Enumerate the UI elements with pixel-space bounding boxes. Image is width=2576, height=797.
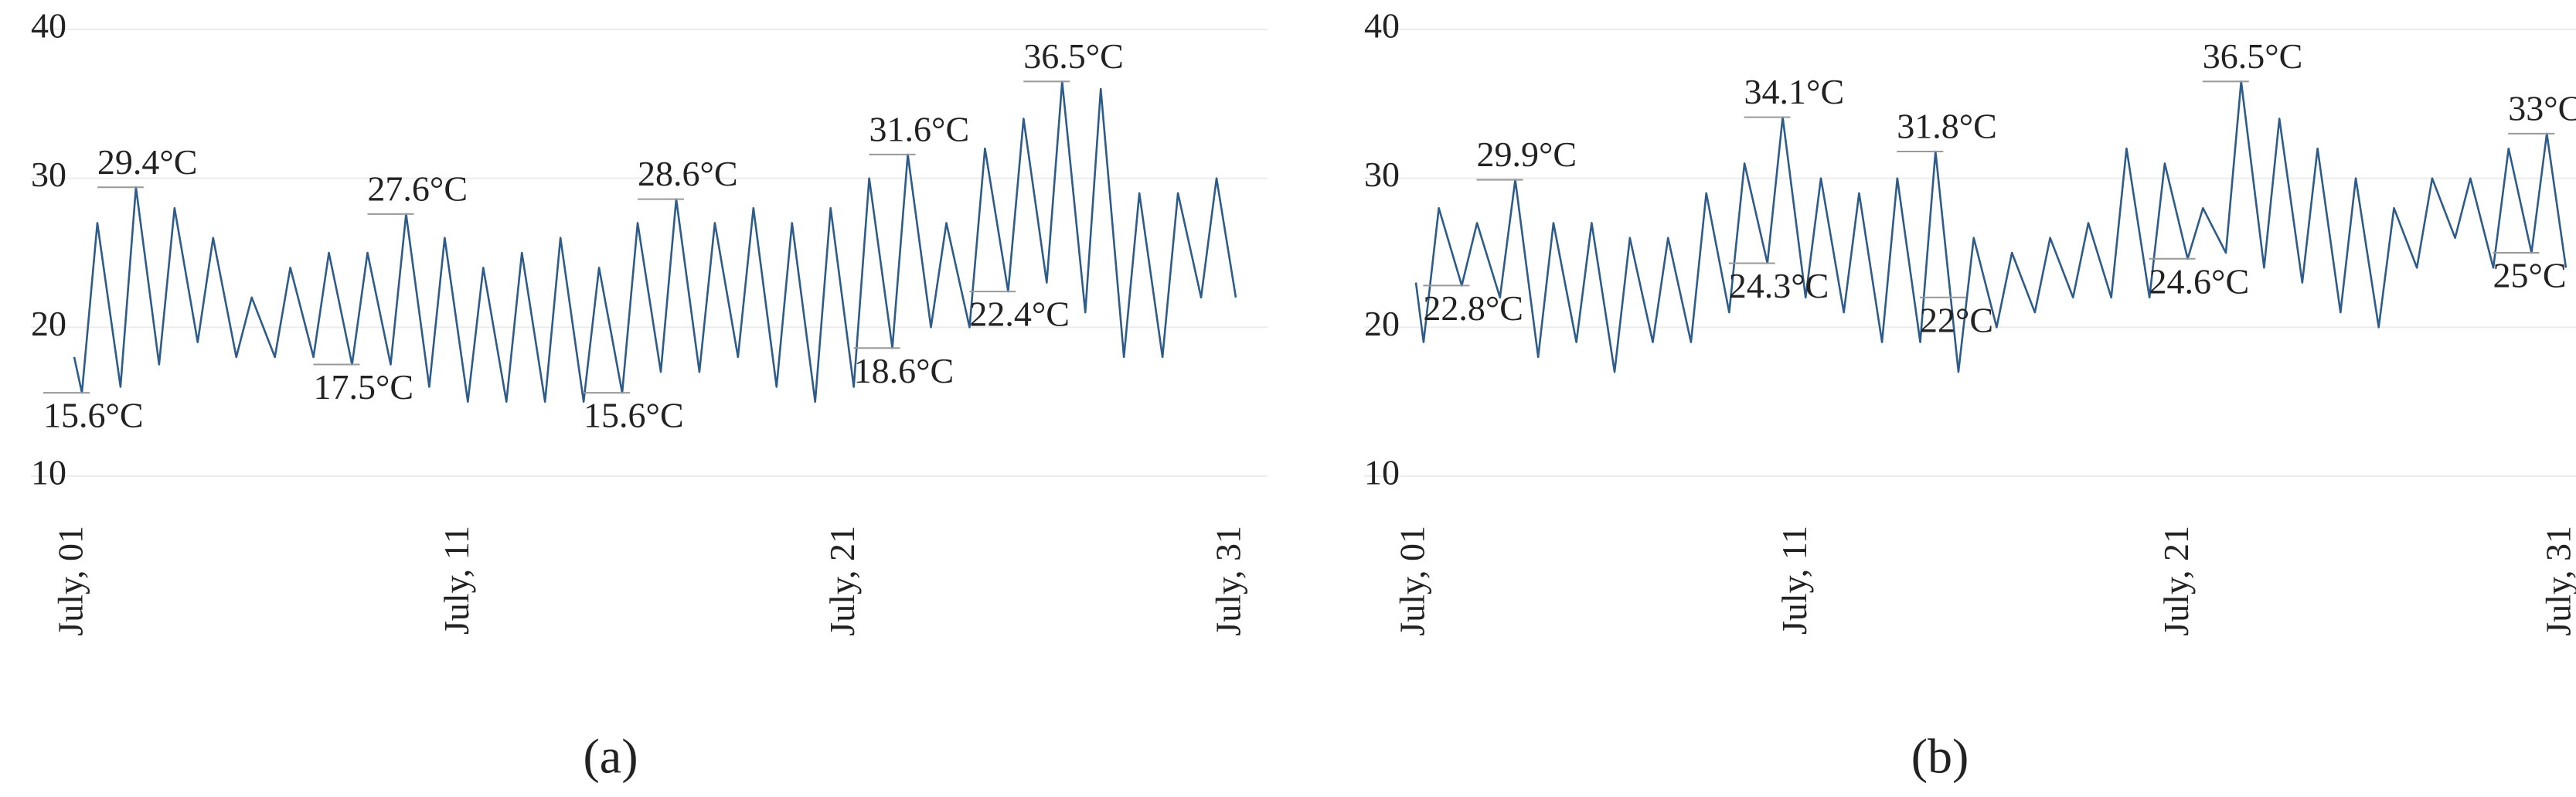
annotation-label: 24.3°C bbox=[1729, 266, 1829, 305]
annotation-label: 31.6°C bbox=[869, 109, 970, 148]
y-tick-label: 30 bbox=[1364, 155, 1400, 194]
annotation-label: 33°C bbox=[2508, 88, 2576, 128]
annotation-label: 36.5°C bbox=[2203, 36, 2303, 76]
annotation-label: 29.9°C bbox=[1477, 135, 1577, 174]
annotation-label: 28.6°C bbox=[638, 154, 738, 193]
x-tick-label: July, 21 bbox=[822, 526, 862, 636]
y-tick-label: 20 bbox=[31, 304, 66, 343]
x-tick-label: July, 21 bbox=[2156, 526, 2196, 636]
annotation-label: 24.6°C bbox=[2149, 261, 2250, 301]
x-tick-label: July, 31 bbox=[2539, 526, 2576, 636]
annotation-label: 27.6°C bbox=[367, 169, 468, 208]
annotation-label: 15.6°C bbox=[43, 396, 144, 435]
y-tick-label: 40 bbox=[1364, 6, 1400, 46]
y-tick-label: 10 bbox=[1364, 453, 1400, 492]
y-tick-label: 40 bbox=[31, 6, 66, 46]
temperature-line bbox=[1414, 80, 2567, 373]
annotation-label: 15.6°C bbox=[584, 396, 684, 435]
temperature-line bbox=[73, 80, 1237, 403]
annotation-label: 22.8°C bbox=[1423, 288, 1523, 328]
annotation-label: 17.5°C bbox=[314, 367, 414, 407]
y-tick-label: 30 bbox=[31, 155, 66, 194]
x-tick-label: July, 31 bbox=[1209, 526, 1248, 636]
annotation-label: 18.6°C bbox=[854, 351, 955, 390]
x-tick-label: July, 01 bbox=[1393, 526, 1432, 636]
panel-label: (a) bbox=[583, 729, 638, 784]
panel-label: (b) bbox=[1911, 729, 1969, 784]
x-tick-label: July, 01 bbox=[51, 526, 90, 636]
annotation-label: 36.5°C bbox=[1023, 36, 1124, 76]
annotation-label: 22°C bbox=[1920, 300, 1993, 339]
annotation-label: 31.8°C bbox=[1897, 107, 1997, 146]
annotation-label: 29.4°C bbox=[97, 142, 198, 182]
y-tick-label: 10 bbox=[31, 453, 66, 492]
annotation-label: 34.1°C bbox=[1744, 72, 1845, 111]
x-tick-label: July, 11 bbox=[437, 526, 476, 635]
annotation-label: 25°C bbox=[2493, 256, 2566, 295]
annotation-label: 22.4°C bbox=[969, 295, 1070, 334]
x-tick-label: July, 11 bbox=[1775, 526, 1814, 635]
y-tick-label: 20 bbox=[1364, 304, 1400, 343]
